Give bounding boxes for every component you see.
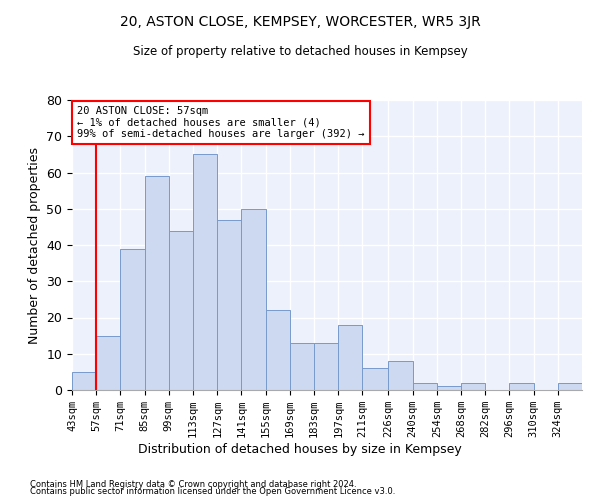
Bar xyxy=(193,154,217,390)
Bar xyxy=(241,209,266,390)
Bar xyxy=(145,176,169,390)
Bar xyxy=(290,343,314,390)
Bar xyxy=(72,372,96,390)
Bar xyxy=(96,336,121,390)
Bar xyxy=(388,361,413,390)
Bar xyxy=(509,383,533,390)
Text: Contains HM Land Registry data © Crown copyright and database right 2024.: Contains HM Land Registry data © Crown c… xyxy=(30,480,356,489)
Bar xyxy=(314,343,338,390)
Bar xyxy=(437,386,461,390)
Text: 20, ASTON CLOSE, KEMPSEY, WORCESTER, WR5 3JR: 20, ASTON CLOSE, KEMPSEY, WORCESTER, WR5… xyxy=(119,15,481,29)
Bar xyxy=(169,230,193,390)
Y-axis label: Number of detached properties: Number of detached properties xyxy=(28,146,41,344)
Text: Size of property relative to detached houses in Kempsey: Size of property relative to detached ho… xyxy=(133,45,467,58)
Text: Contains public sector information licensed under the Open Government Licence v3: Contains public sector information licen… xyxy=(30,488,395,496)
Bar xyxy=(558,383,582,390)
Bar xyxy=(266,310,290,390)
Bar xyxy=(461,383,485,390)
Bar xyxy=(217,220,241,390)
Text: 20 ASTON CLOSE: 57sqm
← 1% of detached houses are smaller (4)
99% of semi-detach: 20 ASTON CLOSE: 57sqm ← 1% of detached h… xyxy=(77,106,365,139)
Bar xyxy=(413,383,437,390)
Bar xyxy=(338,325,362,390)
Text: Distribution of detached houses by size in Kempsey: Distribution of detached houses by size … xyxy=(138,442,462,456)
Bar xyxy=(362,368,388,390)
Bar xyxy=(121,248,145,390)
